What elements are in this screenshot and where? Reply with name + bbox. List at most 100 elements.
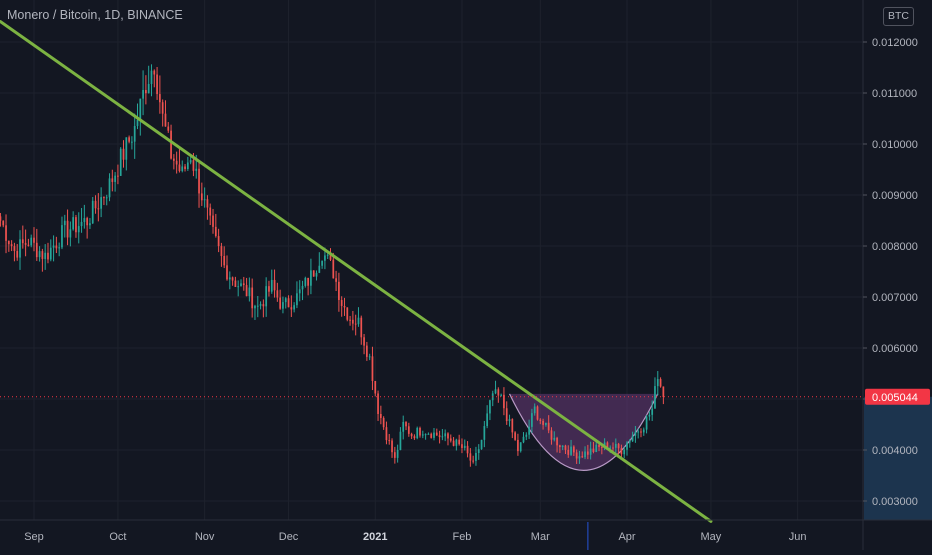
candle-body-down xyxy=(466,445,469,454)
y-tick-label: 0.004000 xyxy=(872,445,918,457)
candle-body-up xyxy=(475,452,477,461)
candle-body-down xyxy=(231,277,234,281)
candle-body-down xyxy=(385,427,388,441)
candle-body-down xyxy=(575,452,578,459)
candle-body-down xyxy=(33,237,35,243)
candle-body-up xyxy=(648,414,651,417)
candle-body-down xyxy=(16,250,19,258)
candle-body-up xyxy=(254,305,256,309)
candle-body-up xyxy=(259,304,262,306)
candle-body-down xyxy=(662,386,665,397)
candle-body-down xyxy=(340,300,343,306)
candle-body-up xyxy=(642,429,645,433)
candle-body-down xyxy=(338,281,340,301)
candle-body-down xyxy=(407,426,410,434)
candle-body-up xyxy=(195,168,198,171)
candle-body-down xyxy=(505,408,508,422)
candle-body-down xyxy=(349,319,351,321)
candle-body-down xyxy=(161,102,164,114)
candle-body-down xyxy=(212,215,214,227)
candle-body-down xyxy=(617,443,620,449)
y-tick-label: 0.007000 xyxy=(872,292,918,304)
candle-body-down xyxy=(586,451,589,455)
candle-body-down xyxy=(2,220,5,226)
candle-body-up xyxy=(203,199,206,201)
candle-body-up xyxy=(298,289,301,294)
candle-body-down xyxy=(117,175,119,177)
candle-body-down xyxy=(659,379,662,387)
candle-body-up xyxy=(315,272,318,277)
candle-body-up xyxy=(528,426,530,435)
candle-body-up xyxy=(114,175,116,182)
candle-body-down xyxy=(103,197,105,199)
candle-body-up xyxy=(284,298,287,303)
candle-body-up xyxy=(318,265,321,273)
candle-body-down xyxy=(156,74,158,95)
candle-body-down xyxy=(536,406,539,420)
candle-body-up xyxy=(508,419,511,422)
candle-body-down xyxy=(360,317,363,338)
candle-body-up xyxy=(83,218,86,222)
currency-badge[interactable]: BTC xyxy=(883,7,914,26)
candle-body-up xyxy=(651,408,654,415)
candle-body-up xyxy=(402,422,405,432)
candle-body-down xyxy=(192,160,195,171)
candle-body-down xyxy=(503,394,505,409)
candle-body-up xyxy=(321,260,323,266)
candle-body-down xyxy=(388,440,391,442)
candle-body-up xyxy=(61,225,63,248)
candle-body-down xyxy=(598,444,600,447)
candle-body-up xyxy=(108,178,111,198)
candle-body-up xyxy=(139,98,142,120)
candle-body-up xyxy=(77,226,80,233)
y-tick-label: 0.003000 xyxy=(872,496,918,508)
candle-body-up xyxy=(142,89,144,99)
price-range-highlight xyxy=(864,396,932,520)
candle-body-down xyxy=(290,307,293,310)
candle-body-down xyxy=(461,444,463,448)
candle-body-down xyxy=(365,345,368,357)
y-tick-label: 0.008000 xyxy=(872,241,918,253)
last-price-label: 0.005044 xyxy=(872,392,918,404)
candle-body-down xyxy=(430,433,433,438)
candle-body-down xyxy=(335,278,337,282)
candle-body-down xyxy=(128,137,130,142)
candle-body-up xyxy=(80,221,83,227)
candle-body-down xyxy=(13,246,16,251)
candle-body-down xyxy=(184,166,186,169)
candle-body-up xyxy=(525,434,528,437)
candle-body-down xyxy=(122,148,125,160)
candle-body-up xyxy=(357,317,360,325)
candle-body-down xyxy=(251,287,254,309)
candle-body-up xyxy=(628,441,631,443)
candle-body-down xyxy=(307,277,309,286)
candle-body-up xyxy=(58,247,61,249)
candle-body-down xyxy=(262,304,265,307)
candle-body-down xyxy=(329,254,332,260)
candle-body-down xyxy=(435,432,438,436)
candle-body-up xyxy=(270,279,273,292)
candle-body-down xyxy=(111,178,114,182)
candle-body-down xyxy=(419,427,421,436)
y-tick-label: 0.012000 xyxy=(872,37,918,49)
candle-body-down xyxy=(600,446,603,449)
candle-body-up xyxy=(91,200,94,224)
x-tick-label: Jun xyxy=(789,531,807,543)
candle-body-up xyxy=(578,456,581,459)
candle-body-up xyxy=(584,451,586,458)
candle-body-up xyxy=(282,302,284,309)
candle-body-up xyxy=(614,443,617,448)
candle-body-up xyxy=(304,277,307,286)
trendline[interactable] xyxy=(0,20,713,523)
candle-body-up xyxy=(248,287,251,297)
candle-body-down xyxy=(371,356,374,381)
candle-body-down xyxy=(382,417,385,428)
candle-body-up xyxy=(38,251,41,258)
last-price-badge[interactable] xyxy=(865,388,930,405)
candle-body-up xyxy=(105,197,108,199)
candle-body-up xyxy=(131,141,133,143)
candle-body-down xyxy=(35,242,38,258)
candle-body-down xyxy=(581,456,584,458)
